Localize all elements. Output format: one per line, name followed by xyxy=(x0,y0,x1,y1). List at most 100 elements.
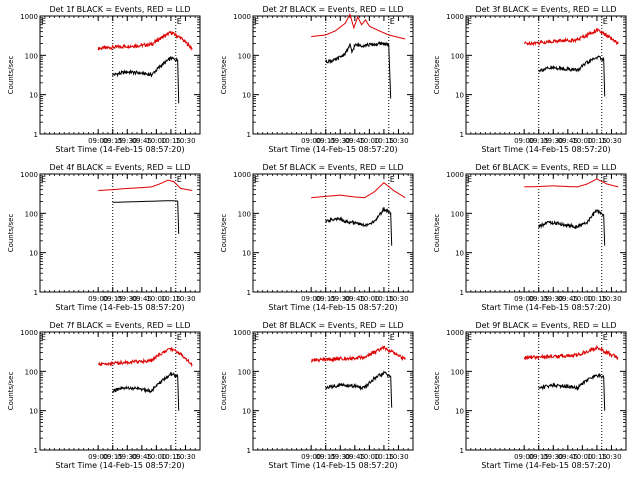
x-tick-label: 09:15 xyxy=(103,453,123,461)
y-tick-label: 1 xyxy=(247,131,251,139)
panel-title: Det 4f BLACK = Events, RED = LLD xyxy=(49,163,190,172)
y-tick-label: 100 xyxy=(238,210,251,218)
x-tick-label: 09:45 xyxy=(132,137,152,145)
y-axis-label: Counts/sec xyxy=(220,372,228,411)
x-tick-label: 10:15 xyxy=(374,295,394,303)
x-tick-label: 09:45 xyxy=(132,453,152,461)
x-tick-label: 09:00 xyxy=(88,137,108,145)
x-tick-label: 09:45 xyxy=(345,137,365,145)
lld-rate-line xyxy=(311,13,406,40)
x-axis-label: Start Time (14-Feb-15 08:57:20) xyxy=(55,461,184,470)
y-tick-label: 10 xyxy=(242,408,251,416)
y-axis-label: Counts/sec xyxy=(433,372,441,411)
time-marker-label: E xyxy=(390,333,395,342)
x-tick-label: 10:00 xyxy=(359,453,379,461)
lld-rate-line xyxy=(98,179,193,191)
plot-frame xyxy=(465,15,627,135)
time-marker-label: E xyxy=(390,175,395,184)
y-tick-label: 1000 xyxy=(446,171,464,179)
x-tick-label: 09:45 xyxy=(558,453,578,461)
x-tick-label: 10:15 xyxy=(587,453,607,461)
event-rate-line xyxy=(325,41,392,99)
x-tick-label: 10:30 xyxy=(175,453,195,461)
plot-frame xyxy=(465,331,627,451)
y-tick-label: 1000 xyxy=(233,329,251,337)
plot-frame xyxy=(252,15,414,135)
chart-panel-5: Det 5f BLACK = Events, RED = LLD 1 10 100 10… xyxy=(220,163,414,312)
x-tick-label: 09:45 xyxy=(558,137,578,145)
y-tick-label: 1000 xyxy=(233,13,251,21)
y-axis-label: Counts/sec xyxy=(7,214,15,253)
start-marker-label: E xyxy=(254,17,259,26)
y-tick-label: 1 xyxy=(247,447,251,455)
lld-rate-line xyxy=(98,346,193,368)
chart-panel-2: Det 2f BLACK = Events, RED = LLD 1 10 100 10… xyxy=(220,5,414,154)
y-tick-label: 1 xyxy=(460,289,464,297)
time-marker-label: E xyxy=(177,175,182,184)
x-tick-label: 09:30 xyxy=(330,453,350,461)
x-tick-label: 09:00 xyxy=(514,453,534,461)
panel-title: Det 6f BLACK = Events, RED = LLD xyxy=(475,163,616,172)
start-marker-label: E xyxy=(41,333,46,342)
x-tick-label: 10:00 xyxy=(359,295,379,303)
y-tick-label: 1000 xyxy=(446,329,464,337)
y-tick-label: 100 xyxy=(25,210,38,218)
y-axis-label: Counts/sec xyxy=(220,214,228,253)
start-marker-label: E xyxy=(41,175,46,184)
x-tick-label: 10:15 xyxy=(161,453,181,461)
x-tick-label: 09:30 xyxy=(543,453,563,461)
y-tick-label: 100 xyxy=(451,52,464,60)
y-axis-label: Counts/sec xyxy=(220,56,228,95)
y-tick-label: 1000 xyxy=(20,13,38,21)
x-tick-label: 09:15 xyxy=(316,453,336,461)
x-tick-label: 10:00 xyxy=(572,453,592,461)
x-tick-label: 10:00 xyxy=(146,295,166,303)
x-tick-label: 10:30 xyxy=(175,295,195,303)
x-axis-label: Start Time (14-Feb-15 08:57:20) xyxy=(481,461,610,470)
panel-title: Det 8f BLACK = Events, RED = LLD xyxy=(262,321,403,330)
event-rate-line xyxy=(538,372,606,411)
start-marker-label: E xyxy=(467,17,472,26)
event-rate-line xyxy=(325,207,393,246)
lld-rate-line xyxy=(310,345,406,363)
x-tick-label: 10:30 xyxy=(175,137,195,145)
y-tick-label: 1 xyxy=(34,447,38,455)
x-tick-label: 10:15 xyxy=(374,453,394,461)
lld-rate-line xyxy=(97,30,193,52)
plot-frame xyxy=(39,15,201,135)
plot-frame xyxy=(252,331,414,451)
chart-panel-8: Det 8f BLACK = Events, RED = LLD 1 10 100 10… xyxy=(220,321,414,470)
x-tick-label: 10:15 xyxy=(161,295,181,303)
event-rate-line xyxy=(112,371,180,411)
y-tick-label: 10 xyxy=(29,250,38,258)
x-tick-label: 09:15 xyxy=(103,137,123,145)
panel-title: Det 9f BLACK = Events, RED = LLD xyxy=(475,321,616,330)
x-tick-label: 09:00 xyxy=(88,295,108,303)
x-tick-label: 09:15 xyxy=(316,295,336,303)
x-tick-label: 10:00 xyxy=(146,453,166,461)
x-tick-label: 09:30 xyxy=(117,453,137,461)
x-tick-label: 09:15 xyxy=(529,453,549,461)
plot-frame xyxy=(39,331,201,451)
x-tick-label: 09:45 xyxy=(558,295,578,303)
x-tick-label: 10:30 xyxy=(388,295,408,303)
start-marker-label: E xyxy=(254,175,259,184)
x-tick-label: 09:45 xyxy=(345,453,365,461)
x-tick-label: 09:00 xyxy=(514,137,534,145)
x-tick-label: 10:30 xyxy=(388,453,408,461)
chart-panel-4: Det 4f BLACK = Events, RED = LLD 1 10 100 10… xyxy=(7,163,201,312)
y-axis-label: Counts/sec xyxy=(433,214,441,253)
x-tick-label: 09:00 xyxy=(301,295,321,303)
start-marker-label: E xyxy=(254,333,259,342)
event-rate-line xyxy=(325,370,393,408)
y-tick-label: 10 xyxy=(455,92,464,100)
lld-rate-line xyxy=(311,182,406,199)
lld-rate-line xyxy=(523,344,619,361)
start-marker-label: E xyxy=(41,17,46,26)
x-tick-label: 09:00 xyxy=(88,453,108,461)
y-tick-label: 10 xyxy=(455,250,464,258)
y-tick-label: 100 xyxy=(25,52,38,60)
panel-title: Det 2f BLACK = Events, RED = LLD xyxy=(262,5,403,14)
lld-rate-line xyxy=(524,27,619,47)
